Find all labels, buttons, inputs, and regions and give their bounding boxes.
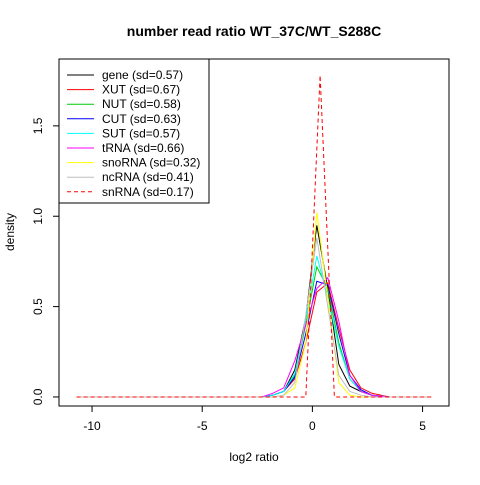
legend-label: gene (sd=0.57) <box>102 68 183 82</box>
legend-label: tRNA (sd=0.66) <box>102 141 184 155</box>
chart-title: number read ratio WT_37C/WT_S288C <box>127 23 381 39</box>
legend-label: NUT (sd=0.58) <box>102 97 181 111</box>
legend-box <box>58 58 210 204</box>
x-tick-label: -5 <box>197 419 208 433</box>
x-axis-label: log2 ratio <box>229 450 279 464</box>
series-line <box>76 276 432 398</box>
y-tick-label: 1.5 <box>31 117 45 134</box>
x-tick-label: -10 <box>83 419 101 433</box>
legend-label: XUT (sd=0.67) <box>102 83 180 97</box>
y-axis-label: density <box>3 213 17 251</box>
legend: gene (sd=0.57)XUT (sd=0.67)NUT (sd=0.58)… <box>58 58 210 204</box>
legend-label: CUT (sd=0.63) <box>102 112 181 126</box>
legend-label: SUT (sd=0.57) <box>102 126 180 140</box>
legend-label: ncRNA (sd=0.41) <box>102 170 194 184</box>
series-lines <box>76 75 432 398</box>
legend-label: snRNA (sd=0.17) <box>102 185 194 199</box>
legend-label: snoRNA (sd=0.32) <box>102 156 200 170</box>
series-line <box>76 75 432 398</box>
y-tick-label: 0.5 <box>31 298 45 315</box>
y-tick-label: 1.0 <box>31 208 45 225</box>
y-tick-label: 0.0 <box>31 388 45 405</box>
x-tick-label: 0 <box>309 419 316 433</box>
x-tick-label: 5 <box>419 419 426 433</box>
